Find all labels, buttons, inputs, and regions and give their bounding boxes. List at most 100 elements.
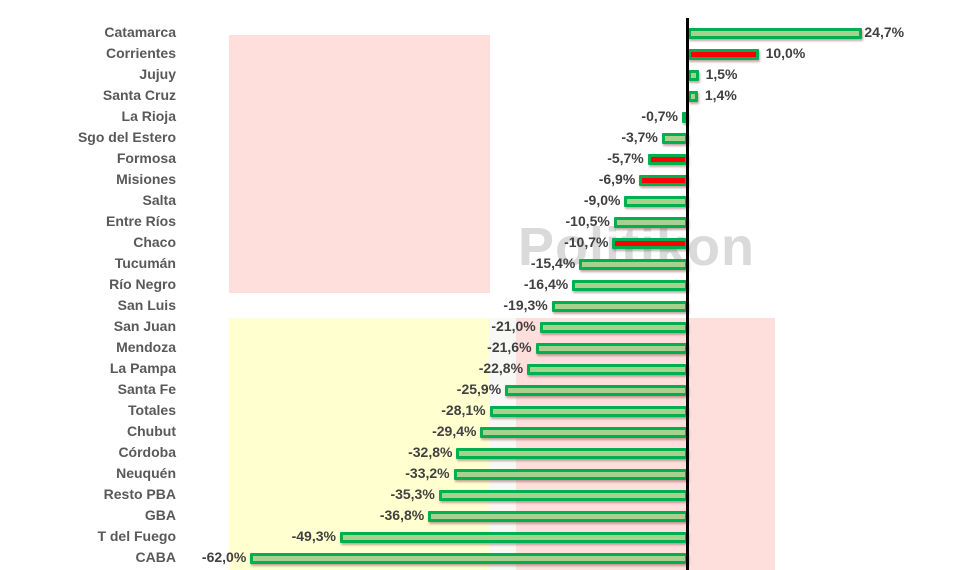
bar: [428, 511, 688, 522]
bar-row: Tucumán -15,4%: [0, 254, 960, 275]
category-label: La Pampa: [109, 360, 176, 376]
category-label: Catamarca: [104, 24, 176, 40]
value-label: -10,5%: [565, 213, 610, 229]
value-label: -33,2%: [405, 465, 450, 481]
bar: [551, 301, 688, 312]
category-label: Sgo del Estero: [77, 129, 176, 145]
value-label: -21,6%: [487, 339, 532, 355]
bar: [505, 385, 688, 396]
bar-row: Salta -9,0%: [0, 191, 960, 212]
value-label: -9,0%: [583, 192, 621, 208]
bar: [453, 469, 688, 480]
value-label: -21,0%: [491, 318, 536, 334]
value-label: -29,4%: [432, 423, 477, 439]
bar-row: Santa Cruz 1,4%: [0, 86, 960, 107]
bar-row: Chubut -29,4%: [0, 422, 960, 443]
bar-row: Formosa -5,7%: [0, 149, 960, 170]
bar-row: La Rioja -0,7%: [0, 107, 960, 128]
value-label: 24,7%: [864, 24, 905, 40]
category-label: Río Negro: [109, 276, 176, 292]
category-label: Misiones: [116, 171, 176, 187]
bar: [572, 280, 688, 291]
bar-row: Chaco -10,7%: [0, 233, 960, 254]
bar: [639, 175, 688, 186]
category-label: T del Fuego: [97, 528, 176, 544]
background-pink-region-bottom: [516, 318, 775, 570]
bar-row: La Pampa -22,8%: [0, 359, 960, 380]
category-label: La Rioja: [121, 108, 176, 124]
bar: [688, 70, 699, 81]
category-label: Mendoza: [116, 339, 176, 355]
category-label: Entre Ríos: [105, 213, 176, 229]
bar: [579, 259, 688, 270]
category-label: Chubut: [127, 423, 176, 439]
bar: [612, 238, 688, 249]
bar-row: Entre Ríos -10,5%: [0, 212, 960, 233]
category-label: San Juan: [113, 318, 176, 334]
value-label: -0,7%: [641, 108, 678, 124]
value-label: 1,5%: [705, 66, 738, 82]
value-label: -62,0%: [201, 549, 247, 565]
bar: [624, 196, 688, 207]
zero-axis-line: [686, 18, 689, 570]
background-pink-region-top: [229, 35, 490, 293]
bar: [339, 532, 688, 543]
value-label: -6,9%: [598, 171, 636, 187]
bar: [613, 217, 688, 228]
bar-row: Jujuy 1,5%: [0, 65, 960, 86]
bar: [480, 427, 688, 438]
category-label: Santa Cruz: [102, 87, 176, 103]
category-label: Neuquén: [116, 465, 176, 481]
category-label: Córdoba: [118, 444, 176, 460]
category-label: Santa Fe: [117, 381, 176, 397]
bar: [688, 91, 698, 102]
bar-row: Sgo del Estero -3,7%: [0, 128, 960, 149]
value-label: -36,8%: [379, 507, 425, 523]
bar: [647, 154, 688, 165]
bar-row: T del Fuego -49,3%: [0, 527, 960, 548]
bar: [688, 28, 863, 39]
value-label: -28,1%: [441, 402, 486, 418]
bar-row: Córdoba -32,8%: [0, 443, 960, 464]
bar-row: CABA -62,0%: [0, 548, 960, 569]
value-label: -3,7%: [621, 129, 658, 145]
bar-row: Totales -28,1%: [0, 401, 960, 422]
bar: [438, 490, 688, 501]
bar: [539, 322, 688, 333]
category-label: CABA: [135, 549, 176, 565]
value-label: 1,4%: [704, 87, 737, 103]
bar: [535, 343, 688, 354]
category-label: Totales: [128, 402, 176, 418]
bar-row: Neuquén -33,2%: [0, 464, 960, 485]
value-label: 10,0%: [765, 45, 806, 61]
category-label: Corrientes: [105, 45, 176, 61]
bar: [688, 49, 759, 60]
category-label: San Luis: [117, 297, 176, 313]
bar-row: San Juan -21,0%: [0, 317, 960, 338]
category-label: Formosa: [116, 150, 176, 166]
value-label: -22,8%: [478, 360, 524, 376]
bar-row: Resto PBA -35,3%: [0, 485, 960, 506]
value-label: -25,9%: [456, 381, 502, 397]
value-label: -19,3%: [503, 297, 548, 313]
bar-row: GBA -36,8%: [0, 506, 960, 527]
bar: [527, 364, 688, 375]
value-label: -16,4%: [523, 276, 569, 292]
bar: [489, 406, 688, 417]
category-label: GBA: [144, 507, 176, 523]
bar-row: Mendoza -21,6%: [0, 338, 960, 359]
value-label: -10,7%: [564, 234, 609, 250]
value-label: -35,3%: [390, 486, 435, 502]
bar-row: Corrientes 10,0%: [0, 44, 960, 65]
value-label: -15,4%: [530, 255, 576, 271]
bar-row: Misiones -6,9%: [0, 170, 960, 191]
category-label: Resto PBA: [103, 486, 176, 502]
bar-row: Santa Fe -25,9%: [0, 380, 960, 401]
category-label: Chaco: [133, 234, 176, 250]
background-gap-region: [489, 318, 516, 570]
bar-row: San Luis -19,3%: [0, 296, 960, 317]
category-label: Salta: [142, 192, 176, 208]
category-label: Jujuy: [139, 66, 176, 82]
value-label: -32,8%: [408, 444, 453, 460]
bar-row: Río Negro -16,4%: [0, 275, 960, 296]
